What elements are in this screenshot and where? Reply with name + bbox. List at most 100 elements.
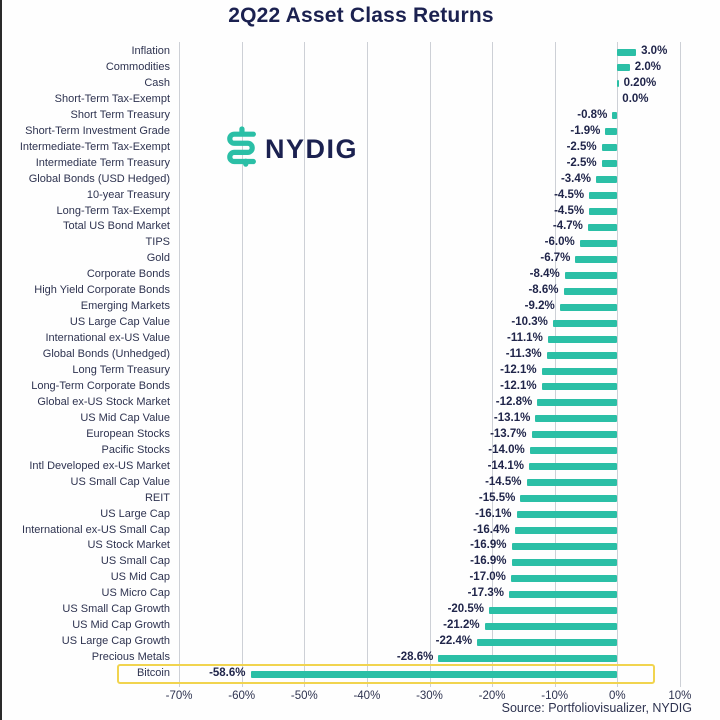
value-label: 3.0% <box>641 45 668 57</box>
bar <box>484 622 618 630</box>
bar-row: US Mid Cap Value -13.1% <box>2 411 720 427</box>
bar-row: Long-Term Corporate Bonds -12.1% <box>2 379 720 395</box>
bar-row: Precious Metals -28.6% <box>2 650 720 666</box>
bar-row: 10-year Treasury -4.5% <box>2 188 720 204</box>
gridline <box>492 42 494 687</box>
bar <box>531 431 618 439</box>
bar <box>601 144 618 152</box>
bar <box>617 64 630 72</box>
x-axis-tick-label: -20% <box>478 690 506 702</box>
gridline <box>179 42 181 687</box>
category-label: US Large Cap Growth <box>61 635 170 648</box>
value-label: -12.1% <box>500 364 537 376</box>
value-label: -2.5% <box>566 140 597 153</box>
category-label: US Small Cap Growth <box>62 603 170 616</box>
category-label: Short-Term Tax-Exempt <box>54 92 170 105</box>
value-label: -4.5% <box>554 188 585 201</box>
value-label: -16.4% <box>473 523 510 536</box>
bar-row: Intermediate-Term Tax-Exempt -2.5% <box>2 140 720 156</box>
category-label: TIPS <box>145 236 170 249</box>
value-label: -14.0% <box>488 443 525 456</box>
bar-row: Intl Developed ex-US Market -14.1% <box>2 459 720 475</box>
category-label: 10-year Treasury <box>86 188 170 201</box>
bar <box>510 574 618 582</box>
bar-row: Gold -6.7% <box>2 251 720 267</box>
category-label: European Stocks <box>86 427 170 440</box>
bar <box>489 606 618 614</box>
bar-row: US Mid Cap -17.0% <box>2 570 720 586</box>
category-label: US Large Cap Value <box>69 316 170 329</box>
value-label: -16.1% <box>475 507 512 520</box>
category-label: US Small Cap <box>100 555 170 568</box>
bar <box>541 383 618 391</box>
bar-row: Global Bonds (Unhedged) -11.3% <box>2 347 720 363</box>
bar-row: Long-Term Tax-Exempt -4.5% <box>2 204 720 220</box>
category-label: US Mid Cap Growth <box>72 619 170 632</box>
category-label: Pacific Stocks <box>101 443 170 456</box>
bar <box>516 511 618 519</box>
bar-row: US Small Cap -16.9% <box>2 554 720 570</box>
value-label: -8.4% <box>529 268 560 281</box>
bar-row: Short-Term Tax-Exempt 0.0% <box>2 92 720 108</box>
category-label: Global ex-US Stock Market <box>37 395 170 408</box>
bar-row: REIT -15.5% <box>2 491 720 507</box>
bar <box>529 447 618 455</box>
bar-row: International ex-US Small Cap -16.4% <box>2 523 720 539</box>
value-label: -4.7% <box>552 220 583 233</box>
category-label: US Mid Cap <box>110 571 170 584</box>
value-label: -22.4% <box>435 635 473 648</box>
value-label: -15.5% <box>478 491 516 504</box>
bar <box>579 239 618 247</box>
category-label: Gold <box>146 252 170 265</box>
value-label: -14.1% <box>487 459 524 472</box>
bar-row: Global Bonds (USD Hedged) -3.4% <box>2 172 720 188</box>
category-label: US Small Cap Value <box>70 475 170 488</box>
category-label: Intermediate Term Treasury <box>35 156 170 169</box>
gridline <box>429 42 431 687</box>
category-label: US Large Cap <box>100 507 170 520</box>
bar <box>559 303 618 311</box>
bar <box>601 160 618 168</box>
value-label: -17.0% <box>469 571 506 584</box>
category-label: US Mid Cap Value <box>80 411 170 424</box>
bar <box>563 287 618 295</box>
bar-row: Inflation 3.0% <box>2 44 720 60</box>
gridline <box>241 42 243 687</box>
category-label: Corporate Bonds <box>86 268 170 281</box>
bar-row: US Micro Cap -17.3% <box>2 586 720 602</box>
gridline <box>366 42 368 687</box>
bar <box>617 80 619 88</box>
bar-row: Global ex-US Stock Market -12.8% <box>2 395 720 411</box>
category-label: Commodities <box>105 60 170 73</box>
category-label: Global Bonds (Unhedged) <box>42 348 170 361</box>
value-label: -1.9% <box>570 124 601 137</box>
value-label: -14.5% <box>485 475 522 488</box>
category-label: US Stock Market <box>87 539 170 552</box>
category-label: International ex-US Value <box>45 332 170 345</box>
category-label: Emerging Markets <box>80 300 170 313</box>
bar <box>547 335 618 343</box>
category-label: Intermediate-Term Tax-Exempt <box>19 140 170 153</box>
value-label: -10.3% <box>511 316 548 329</box>
value-label: -12.8% <box>495 395 533 408</box>
x-axis-tick-label: 10% <box>668 690 692 702</box>
value-label: 0.0% <box>622 92 649 105</box>
value-label: -13.1% <box>493 411 531 424</box>
x-axis-tick-label: -30% <box>416 690 443 702</box>
bar-row: Emerging Markets -9.2% <box>2 299 720 315</box>
bar <box>546 351 618 359</box>
gridline <box>617 42 619 687</box>
bar-row: Long Term Treasury -12.1% <box>2 363 720 379</box>
category-label: REIT <box>144 491 170 504</box>
bar <box>529 463 618 471</box>
value-label: -9.2% <box>524 300 555 313</box>
category-label: Cash <box>144 76 170 89</box>
value-label: -0.8% <box>577 108 608 121</box>
bar-row: High Yield Corporate Bonds -8.6% <box>2 283 720 299</box>
category-label: High Yield Corporate Bonds <box>34 284 170 297</box>
category-label: Bitcoin <box>136 667 170 680</box>
bar-row: US Mid Cap Growth -21.2% <box>2 618 720 634</box>
value-label: -2.5% <box>566 156 597 169</box>
bar-row: US Stock Market -16.9% <box>2 538 720 554</box>
